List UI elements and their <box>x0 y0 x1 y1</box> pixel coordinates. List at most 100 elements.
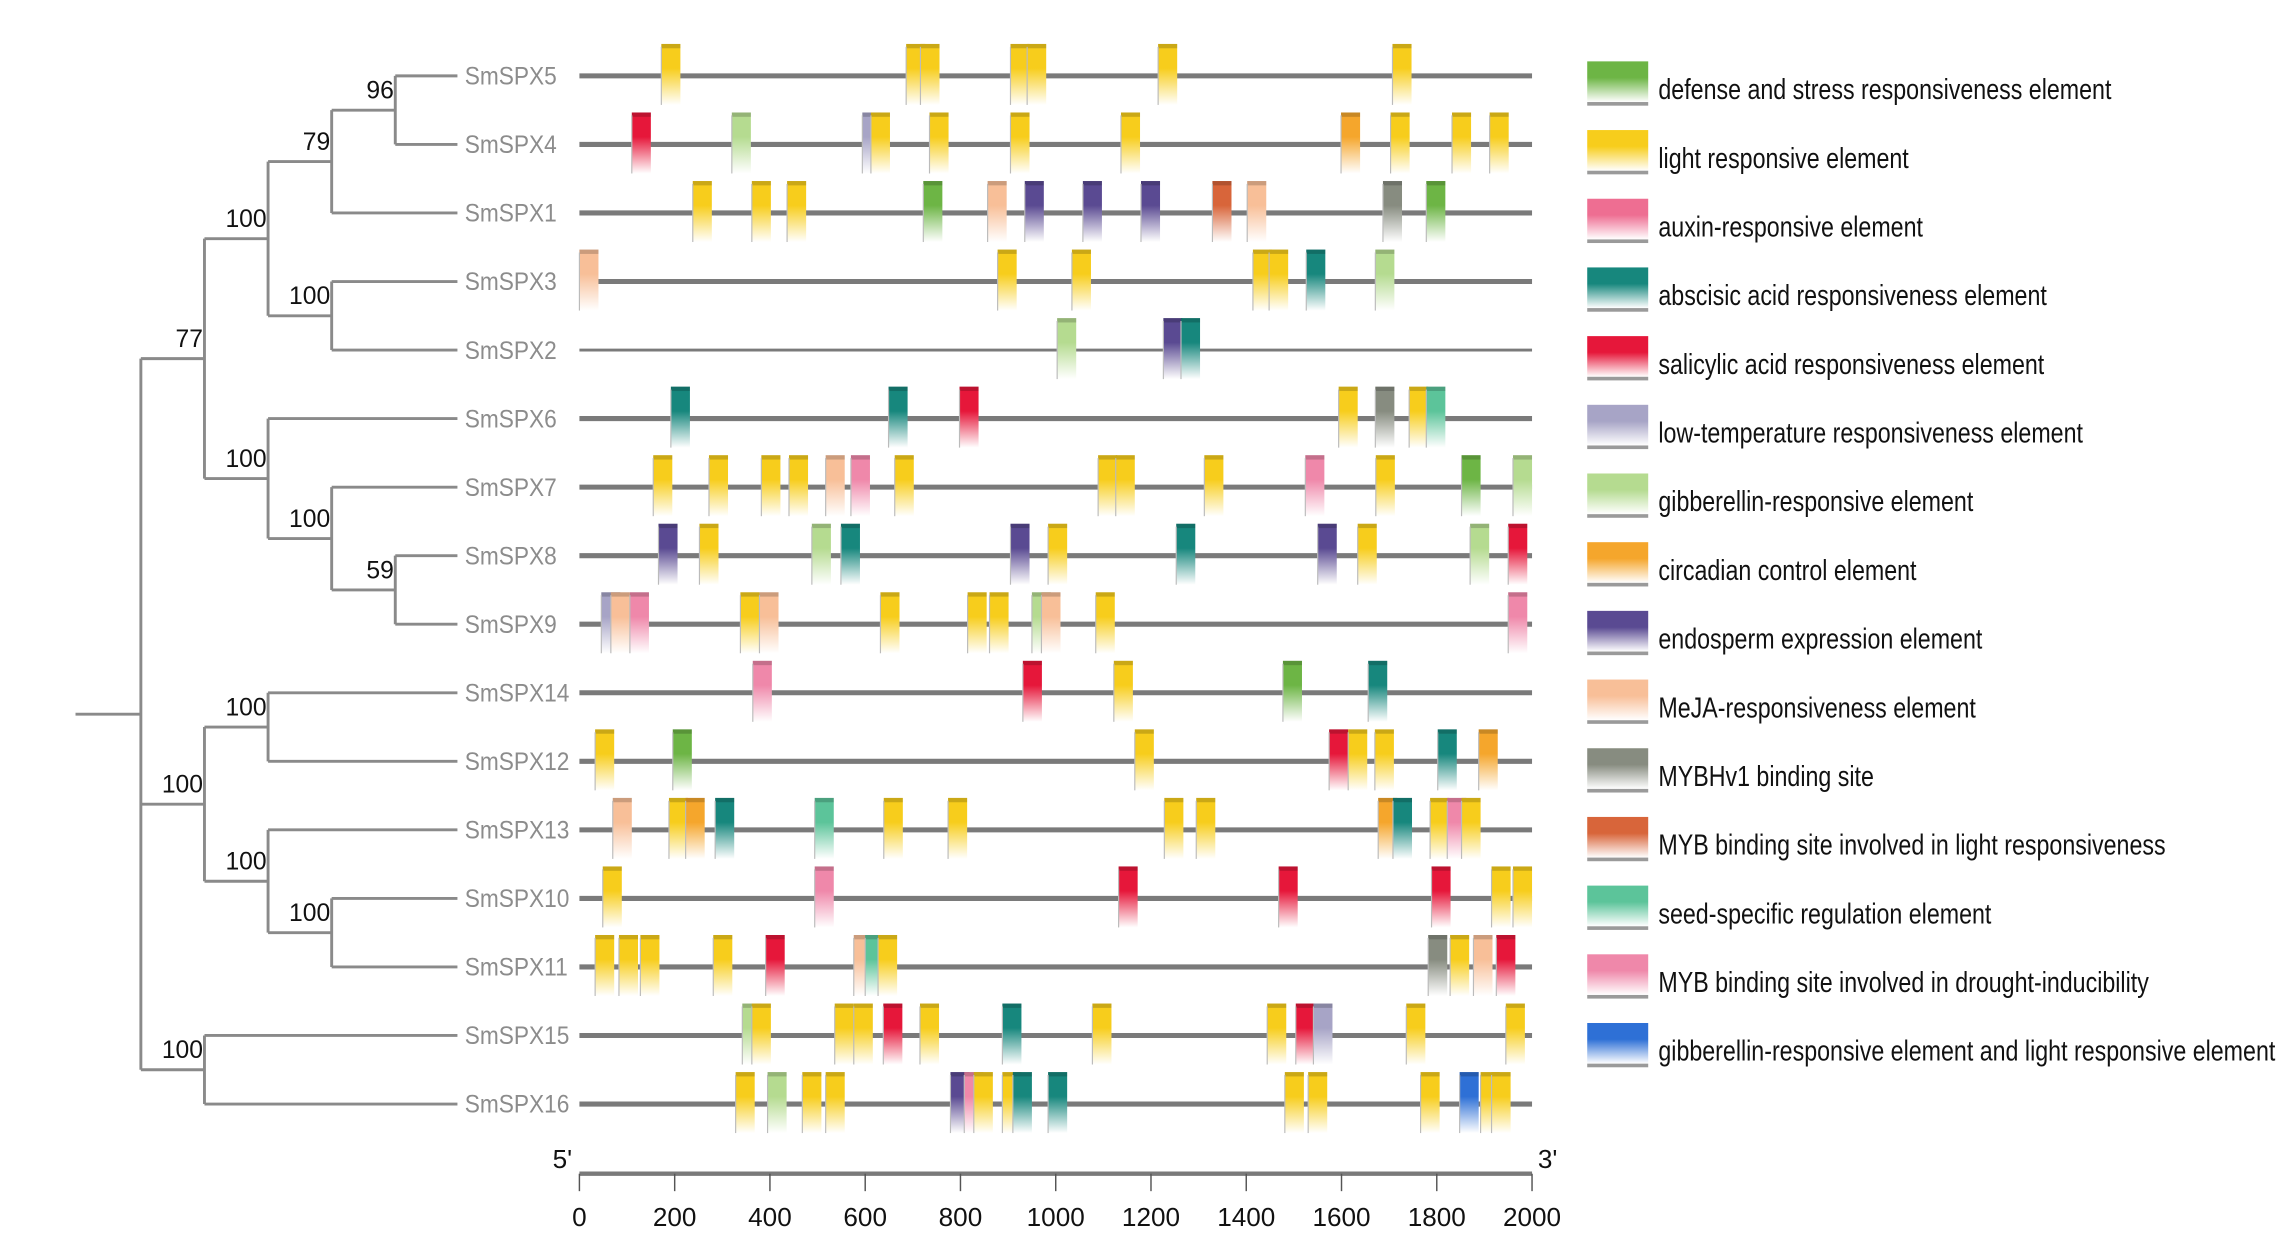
cis-element-cap <box>1426 181 1446 186</box>
legend-swatch-base <box>1587 926 1649 930</box>
cis-element-drought <box>850 455 870 517</box>
cis-element-light <box>698 523 719 585</box>
legend-swatch <box>1587 748 1649 789</box>
cis-element-light <box>870 112 890 174</box>
cis-element-cap <box>708 455 729 460</box>
cis-element-cap <box>923 181 943 186</box>
cis-element-box <box>787 181 807 243</box>
gene-track-smspx14 <box>579 660 1533 722</box>
cis-element-cap <box>1252 249 1272 254</box>
cis-element-cap <box>602 866 622 871</box>
cis-element-mybhv1 <box>1374 386 1395 448</box>
cis-element-box <box>1375 455 1395 517</box>
cis-element-cap <box>1158 43 1178 49</box>
cis-element-box <box>1306 249 1326 311</box>
gene-track-smspx6 <box>579 386 1533 448</box>
legend-swatch-base <box>1587 1063 1649 1068</box>
cis-element-cap <box>802 1072 822 1077</box>
cis-element-box <box>1390 112 1410 174</box>
cis-element-box <box>1082 181 1102 243</box>
legend-swatch-base <box>1587 514 1649 518</box>
legend-label: endosperm expression element <box>1658 622 1983 655</box>
cis-element-box <box>610 592 630 654</box>
cis-element-endosperm <box>1024 181 1044 243</box>
cis-element-box <box>631 112 651 174</box>
cis-element-cap <box>1140 181 1161 186</box>
cis-element-cap <box>1473 934 1493 940</box>
cis-element-box <box>670 386 690 448</box>
cis-element-light <box>1338 386 1358 448</box>
cis-element-box <box>1426 386 1446 448</box>
cis-element-cap <box>1390 112 1410 117</box>
cis-element-box <box>612 797 632 859</box>
cis-element-sa <box>631 112 651 174</box>
cis-element-cap <box>1278 866 1298 871</box>
cis-element-box <box>1431 866 1451 928</box>
legend-item-aba: abscisic acid responsiveness element <box>1587 267 2047 312</box>
cis-element-cap <box>894 455 914 460</box>
bootstrap-value: 59 <box>366 557 393 584</box>
cis-element-box <box>814 866 834 928</box>
cis-element-cap <box>1382 181 1403 186</box>
cis-element-box <box>1176 523 1196 585</box>
cis-element-light <box>652 455 673 517</box>
cis-element-box <box>759 592 779 654</box>
cis-element-cap <box>1113 660 1133 666</box>
cis-element-box <box>1329 729 1349 791</box>
cis-element-box <box>692 181 712 243</box>
cis-element-light <box>692 181 712 243</box>
cis-element-cap <box>653 455 673 460</box>
cis-element-cap <box>853 934 873 940</box>
cis-element-box <box>668 797 689 859</box>
axis-tick-label: 0 <box>572 1202 587 1232</box>
cis-element-ga <box>811 523 831 585</box>
legend-swatch-base <box>1587 994 1649 999</box>
legend-swatch <box>1587 610 1649 652</box>
cis-element-cap <box>595 934 615 940</box>
cis-element-box <box>989 592 1009 654</box>
cis-element-ga <box>1056 318 1077 380</box>
cis-element-light <box>668 797 689 859</box>
bootstrap-value: 100 <box>162 1037 203 1064</box>
bootstrap-value: 100 <box>225 446 266 473</box>
cis-element-box <box>699 523 719 585</box>
cis-element-cap <box>661 43 681 49</box>
cis-element-circadian <box>1340 112 1361 174</box>
legend-label: MYB binding site involved in light respo… <box>1658 828 2165 861</box>
gene-promoter-tracks <box>578 43 1533 1134</box>
cis-element-box <box>1022 660 1042 722</box>
cis-element-sa <box>765 934 785 996</box>
cis-element-box <box>1426 181 1446 243</box>
cis-element-cap <box>685 797 705 803</box>
cis-element-box <box>735 1072 755 1134</box>
cis-element-light <box>801 1072 822 1134</box>
cis-element-cap <box>629 592 649 597</box>
cis-element-drought <box>629 592 649 654</box>
cis-element-endosperm <box>1317 523 1337 585</box>
legend-label: seed-specific regulation element <box>1658 897 1992 930</box>
cis-element-box <box>1140 181 1161 243</box>
axis-tick-label: 2000 <box>1503 1202 1561 1232</box>
legend-swatch <box>1587 61 1649 103</box>
cis-element-cap <box>1022 660 1042 666</box>
cis-element-box <box>751 181 771 243</box>
cis-element-cap <box>713 934 733 940</box>
axis-tick-label: 1800 <box>1408 1202 1466 1232</box>
cis-element-endosperm <box>1009 523 1030 585</box>
gene-label: SmSPX2 <box>465 338 557 365</box>
legend-swatch <box>1587 816 1649 858</box>
cis-element-box <box>1092 1003 1112 1065</box>
cis-element-cap <box>989 592 1009 597</box>
cis-element-light <box>1047 523 1068 585</box>
cis-element-cap <box>1295 1003 1315 1008</box>
cis-element-box <box>1305 455 1325 517</box>
cis-element-drought <box>1304 455 1325 517</box>
cis-element-cap <box>1368 660 1388 666</box>
legend-item-light: light responsive element <box>1587 130 1909 174</box>
cis-element-cap <box>1204 455 1224 460</box>
cis-element-box <box>1452 112 1472 174</box>
cis-element-box <box>658 523 678 585</box>
cis-element-box <box>1247 181 1267 243</box>
cis-element-box <box>672 729 692 791</box>
cis-element-box <box>997 249 1017 311</box>
